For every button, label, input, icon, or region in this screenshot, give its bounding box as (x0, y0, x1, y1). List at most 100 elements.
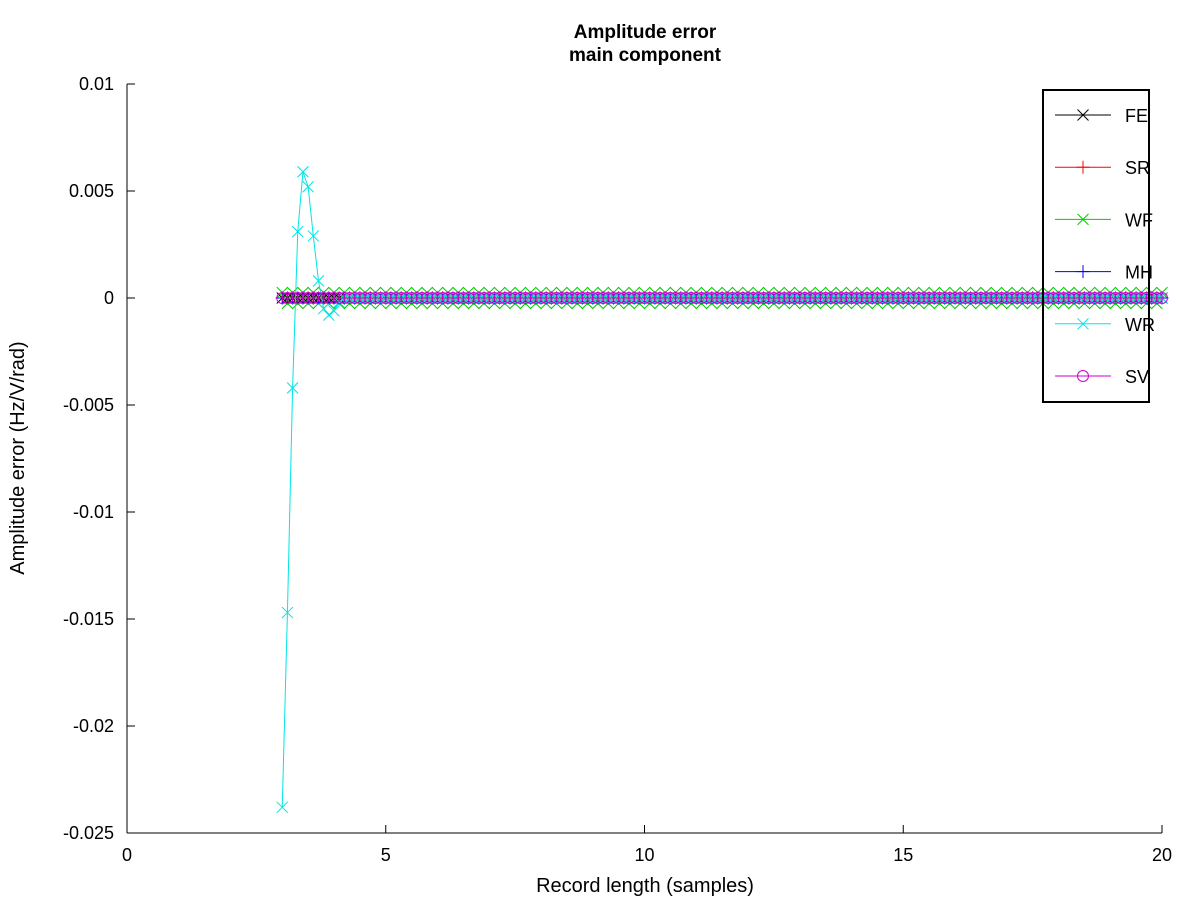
axes: 0 5 10 15 20 0.01 0.005 0 -0.005 -0.01 -0.015 -0.02… (63, 74, 1172, 865)
data-point-sv (752, 292, 765, 304)
data-point-wr (333, 296, 346, 309)
data-point-wr (281, 606, 294, 619)
data-point-sv (436, 292, 449, 304)
data-point-sv (798, 292, 811, 304)
data-point-sv (778, 292, 791, 304)
data-point-sv (498, 292, 511, 304)
data-point-sv (886, 292, 899, 304)
data-point-sv (617, 292, 630, 304)
data-point-sv (726, 292, 739, 304)
data-point-sv (1068, 292, 1081, 304)
data-point-sv (478, 292, 491, 304)
y-tick-label: -0.005 (63, 395, 114, 415)
data-point-sv (938, 292, 951, 304)
data-point-sv (333, 292, 346, 304)
legend-marker (1077, 370, 1089, 382)
data-point-sv (814, 292, 827, 304)
data-point-sv (829, 292, 842, 304)
data-point-sv (1005, 292, 1018, 304)
data-point-sv (912, 292, 925, 304)
data-point-sv (1052, 292, 1065, 304)
x-tick-label: 5 (381, 845, 391, 865)
data-point-sv (1016, 292, 1029, 304)
data-point-sv (1057, 292, 1070, 304)
data-point-sv (985, 292, 998, 304)
legend-label: MH (1125, 263, 1153, 283)
data-point-sv (1156, 292, 1168, 304)
legend-label: SR (1125, 158, 1150, 178)
data-point-sv (835, 292, 848, 304)
data-point-sv (421, 292, 434, 304)
data-point-sv (576, 292, 589, 304)
data-point-sv (426, 292, 439, 304)
data-point-wr (312, 275, 325, 287)
data-point-sv (328, 292, 340, 304)
data-point-sv (488, 292, 501, 304)
data-point-sv (597, 292, 610, 304)
legend-box (1042, 89, 1150, 403)
data-point-sv (555, 292, 568, 304)
data-point-sv (1150, 292, 1163, 304)
data-point-sv (405, 292, 418, 304)
data-point-wr (307, 230, 320, 242)
data-point-sv (462, 292, 475, 304)
data-point-sv (602, 292, 615, 304)
data-point-sv (648, 292, 661, 304)
data-point-sv (861, 292, 874, 304)
data-point-sv (773, 292, 786, 304)
data-point-wr (317, 302, 330, 315)
x-tick-label: 20 (1152, 845, 1172, 865)
data-point-sv (364, 292, 377, 304)
plot-area (275, 165, 1169, 814)
data-point-sv (1093, 292, 1106, 304)
data-point-sv (654, 292, 667, 304)
data-point-sv (338, 292, 351, 304)
data-point-sv (933, 292, 946, 304)
data-point-sv (410, 292, 423, 304)
legend-label: WR (1125, 315, 1155, 335)
data-point-sv (974, 292, 987, 304)
data-point-sv (747, 292, 760, 304)
y-tick-label: -0.01 (73, 502, 114, 522)
data-point-sv (793, 292, 806, 304)
y-tick-label: -0.02 (73, 716, 114, 736)
data-point-sv (581, 292, 594, 304)
data-point-sv (374, 292, 387, 304)
data-point-sv (1011, 292, 1024, 304)
data-point-sv (783, 292, 796, 304)
data-point-sv (1119, 292, 1132, 304)
data-point-sv (1088, 292, 1101, 304)
x-axis-label: Record length (samples) (536, 875, 754, 897)
data-point-sv (969, 292, 982, 304)
data-point-sv (566, 292, 579, 304)
data-point-sv (943, 292, 956, 304)
data-point-sv (995, 292, 1008, 304)
data-point-sv (736, 292, 749, 304)
data-point-sv (322, 292, 335, 304)
data-point-sv (343, 292, 356, 304)
data-point-sv (529, 292, 542, 304)
data-point-sv (959, 292, 972, 304)
legend-label: FE (1125, 106, 1148, 126)
series-line-wr (281, 171, 1162, 808)
data-point-wr (322, 309, 335, 321)
chart-subtitle: main component (569, 45, 722, 66)
data-point-sv (742, 292, 754, 304)
data-point-sv (483, 292, 496, 304)
data-point-sv (1083, 292, 1096, 304)
data-point-wr (291, 225, 304, 238)
data-point-sv (1062, 292, 1075, 304)
data-point-sv (1099, 292, 1112, 304)
data-point-sv (809, 292, 822, 304)
data-point-sv (690, 292, 703, 304)
y-tick-label: 0.01 (79, 74, 114, 94)
data-point-sv (845, 292, 858, 304)
data-point-wr (297, 165, 309, 178)
data-point-sv (390, 292, 403, 304)
data-point-sv (571, 292, 584, 304)
legend-item-sr: SR (1055, 158, 1150, 178)
data-point-sv (457, 292, 470, 304)
legend-item-wr: WR (1055, 315, 1155, 335)
data-point-sv (633, 292, 646, 304)
